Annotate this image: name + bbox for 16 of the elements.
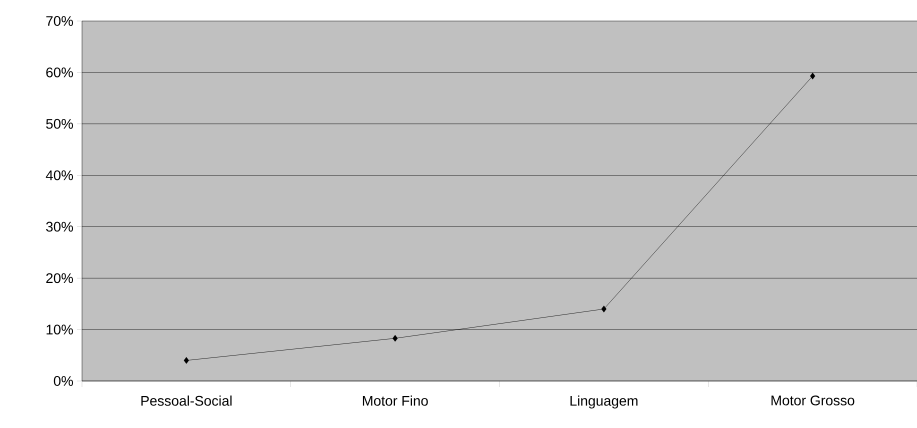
y-tick-label: 50% — [46, 118, 73, 129]
y-tick-label: 10% — [46, 324, 73, 335]
y-tick-label: 60% — [46, 67, 73, 78]
x-tick-label: Motor Grosso — [772, 396, 854, 406]
x-tick-label: Linguagem — [570, 396, 638, 409]
x-tick-label: Motor Fino — [362, 396, 428, 406]
y-tick-label: 70% — [46, 16, 73, 26]
y-tick-label: 30% — [46, 222, 73, 232]
point — [810, 72, 816, 80]
point — [392, 334, 398, 342]
y-tick-label: 20% — [46, 273, 73, 284]
y-tick-label: 40% — [46, 170, 73, 180]
x-tick-label: Pessoal-Social — [141, 396, 232, 406]
point — [184, 357, 189, 364]
y-tick-label: 0% — [54, 376, 73, 386]
point — [601, 306, 606, 312]
